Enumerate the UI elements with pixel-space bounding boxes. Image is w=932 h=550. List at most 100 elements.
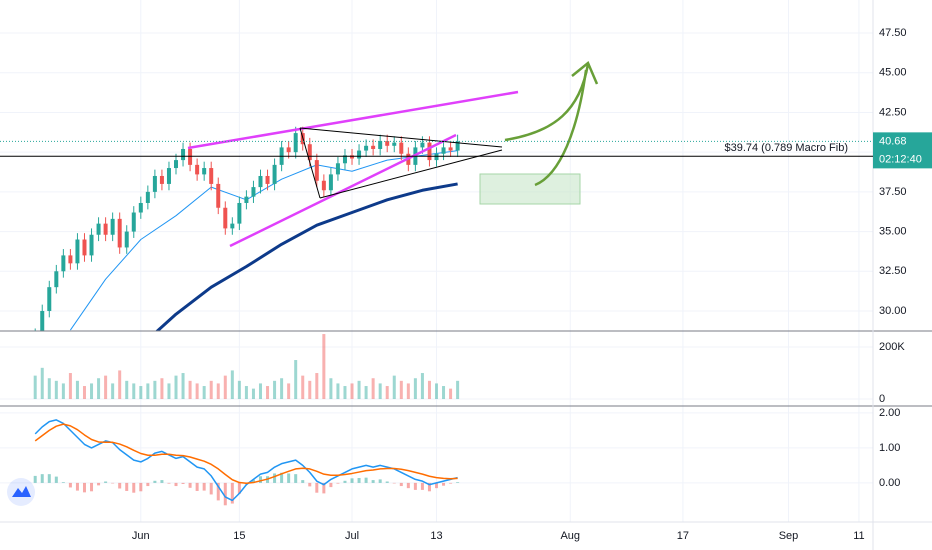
candle-body [265,175,270,184]
macd-histogram-bar [237,482,241,494]
candle-body [68,255,73,264]
candle-body [314,160,319,181]
candle-body [321,180,326,191]
x-tick-label: 15 [233,530,245,542]
candle-body [117,218,122,248]
candle-body [181,148,186,161]
macd-histogram-bar [174,482,178,487]
volume-bar [329,378,333,400]
y-tick-label: 47.50 [879,27,907,39]
volume-bar [399,380,403,400]
candle-body [195,164,200,175]
volume-bar [104,375,108,400]
volume-bar [435,383,438,400]
macd-histogram-bar [75,482,79,491]
x-tick-label: Aug [560,530,580,542]
volume-bar [132,383,136,400]
macd-line [34,419,458,502]
volume-panel [33,334,460,400]
volume-bar [97,378,101,400]
volume-bar [244,386,248,400]
volume-bar [118,370,122,400]
macd-histogram-bar [153,480,157,483]
macd-histogram-bar [223,482,227,506]
macd-histogram-bar [90,482,94,492]
volume-bar [449,388,453,400]
candle-body [152,175,157,192]
volume-bar [378,383,382,400]
macd-histogram-bar [435,482,438,489]
macd-histogram-bar [82,482,86,493]
macd-histogram-bar [301,480,305,483]
y-tick-label: 1.00 [879,442,900,454]
candle-body [40,310,45,331]
volume-bar [350,383,354,400]
x-tick-label: Jun [132,530,150,542]
candle-body [124,231,129,248]
macd-histogram-bar [47,474,51,483]
volume-bar [47,378,51,400]
volume-bar [287,383,291,400]
volume-bar [181,373,185,400]
macd-histogram-bar [364,477,368,483]
candle-body [328,174,333,191]
macd-histogram-bar [97,482,101,486]
candle-body [307,144,312,161]
triangle-top [299,127,503,148]
volume-bar [301,375,305,400]
macd-histogram-bar [188,482,192,488]
candle-body [159,175,164,184]
volume-bar [371,378,375,400]
volume-bar [258,383,262,400]
volume-bar [308,380,312,400]
macd-histogram-bar [132,482,136,493]
volume-bar [216,383,220,400]
macd-histogram-bar [371,480,375,483]
candle-body [385,141,390,146]
macd-histogram-bar [378,479,382,483]
candle-body [82,239,87,256]
volume-bar [167,383,171,400]
macd-histogram-bar [392,482,396,484]
volume-bar [40,367,44,400]
candle-body [131,212,136,232]
volume-bar [188,380,192,400]
volume-bar [237,380,241,400]
candle-body [166,168,171,184]
volume-bar [160,378,164,400]
y-tick-label: 35.00 [879,225,907,237]
volume-bar [420,373,424,400]
moving-average [155,182,458,331]
candle-body [188,148,193,165]
volume-bar [336,383,340,400]
candle-body [258,175,263,188]
volume-bar [442,386,446,400]
volume-bar [202,386,206,400]
x-tick-label: 17 [677,530,689,542]
volume-bar [357,380,361,400]
macd-histogram-bar [442,482,446,486]
y-tick-label: 0 [879,393,885,405]
macd-histogram-bar [139,482,143,492]
macd-panel [33,419,460,506]
candle-body [54,271,59,288]
target-zone [479,173,581,205]
triangle-bottom [319,149,503,199]
volume-bar [427,380,431,400]
last-price-label: 40.68 [879,135,907,147]
macd-histogram-bar [160,480,164,483]
macd-histogram-bar [406,482,410,489]
macd-histogram-bar [54,476,58,483]
volume-bar [364,386,368,400]
macd-histogram-bar [343,480,347,483]
volume-bar [82,386,86,400]
macd-histogram-bar [40,474,44,483]
macd-histogram-bar [385,481,389,483]
volume-bar [406,383,410,400]
logo [7,478,35,506]
macd-histogram-bar [420,482,424,490]
candle-body [202,168,207,175]
macd-histogram-bar [449,482,453,484]
y-tick-label: 32.50 [879,265,907,277]
candle-body [244,196,249,203]
